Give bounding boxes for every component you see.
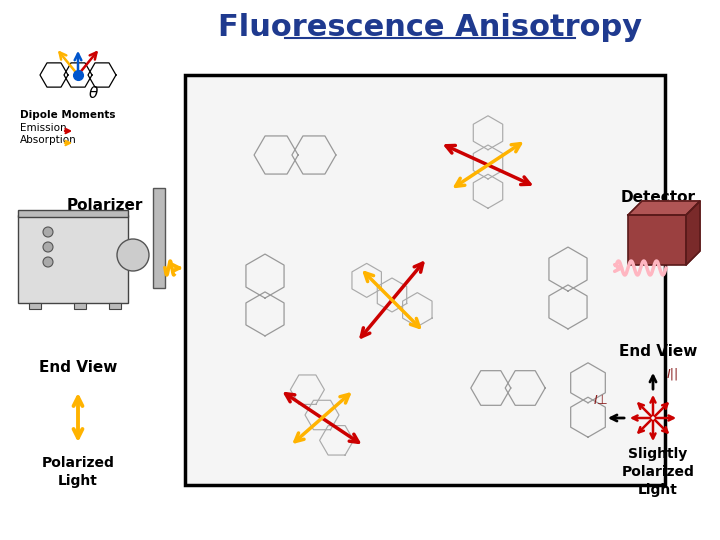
Circle shape xyxy=(43,227,53,237)
Bar xyxy=(109,303,121,309)
Text: Dipole Moments: Dipole Moments xyxy=(20,110,115,120)
Text: Emission: Emission xyxy=(20,123,67,133)
Circle shape xyxy=(117,239,149,271)
Bar xyxy=(74,303,86,309)
Text: I||: I|| xyxy=(667,368,679,381)
Text: Polarized
Light: Polarized Light xyxy=(42,456,114,488)
Text: End View: End View xyxy=(39,361,117,375)
Text: Detector: Detector xyxy=(621,190,696,205)
Polygon shape xyxy=(628,201,700,215)
Polygon shape xyxy=(686,201,700,265)
Text: I⊥: I⊥ xyxy=(594,394,608,407)
Text: End View: End View xyxy=(618,345,697,360)
Bar xyxy=(18,210,128,217)
Bar xyxy=(185,75,665,485)
Bar xyxy=(18,215,128,303)
Bar xyxy=(29,303,41,309)
Text: Fluorescence Anisotropy: Fluorescence Anisotropy xyxy=(218,14,642,43)
Circle shape xyxy=(43,242,53,252)
Bar xyxy=(153,188,165,288)
Text: Absorption: Absorption xyxy=(20,135,77,145)
Circle shape xyxy=(43,257,53,267)
Text: Polarizer: Polarizer xyxy=(67,198,143,213)
Text: Slightly
Polarized
Light: Slightly Polarized Light xyxy=(621,447,694,497)
Text: $\theta$: $\theta$ xyxy=(88,85,99,101)
Bar xyxy=(628,215,686,265)
